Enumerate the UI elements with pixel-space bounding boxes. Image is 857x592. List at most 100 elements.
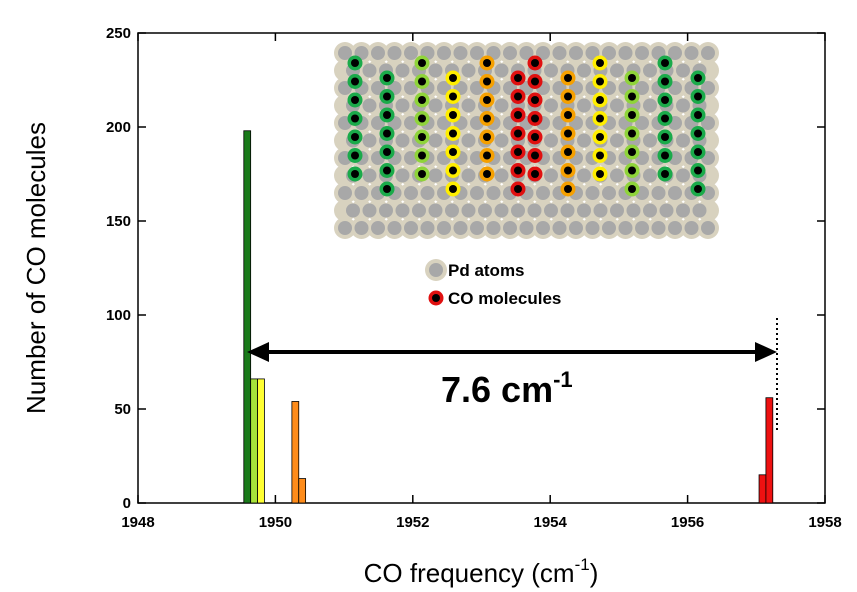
pd-atom xyxy=(544,133,558,148)
co-core xyxy=(628,92,636,101)
co-core xyxy=(564,185,572,193)
co-core xyxy=(351,77,359,86)
pd-atom xyxy=(676,168,690,183)
co-core xyxy=(661,133,669,141)
pd-atom xyxy=(544,168,558,183)
co-core xyxy=(564,74,572,82)
pd-atom xyxy=(478,203,492,218)
annotation-sup: -1 xyxy=(553,367,573,392)
co-core xyxy=(449,129,457,138)
co-core xyxy=(351,59,359,67)
pd-atom xyxy=(470,186,484,200)
co-core xyxy=(514,148,522,156)
x-axis-label-text: CO frequency (cm xyxy=(364,558,575,588)
x-tick-label: 1952 xyxy=(396,514,429,531)
pd-atom xyxy=(494,63,509,78)
co-core xyxy=(661,77,669,86)
pd-atom xyxy=(362,133,377,148)
pd-atom xyxy=(544,63,558,78)
pd-atom xyxy=(461,168,476,183)
legend-pd xyxy=(429,263,443,277)
pd-atom xyxy=(593,203,608,218)
pd-atom xyxy=(643,63,657,78)
co-core xyxy=(596,114,604,123)
x-tick-label: 1948 xyxy=(121,514,154,531)
co-core xyxy=(694,129,702,138)
pd-atom xyxy=(701,221,715,235)
pd-atom xyxy=(362,98,377,113)
pd-atom xyxy=(610,98,624,113)
co-core xyxy=(596,59,604,67)
pd-atom xyxy=(519,46,534,60)
co-core xyxy=(628,148,636,156)
bar xyxy=(765,397,774,504)
pd-atom xyxy=(585,186,600,200)
co-core xyxy=(449,166,457,175)
pd-atom xyxy=(536,186,550,200)
pd-atom xyxy=(395,133,410,148)
bar xyxy=(243,130,252,504)
pd-atom xyxy=(445,203,459,218)
pd-atom xyxy=(536,221,550,235)
pd-atom xyxy=(511,203,525,218)
co-core xyxy=(628,129,636,138)
pd-atom xyxy=(404,116,418,130)
pd-atom xyxy=(486,186,501,200)
pd-atom xyxy=(577,63,591,78)
pd-atom xyxy=(585,221,600,235)
pd-atom xyxy=(577,168,591,183)
pd-atom xyxy=(338,221,352,235)
co-core xyxy=(383,92,391,101)
co-core xyxy=(628,74,636,82)
co-core xyxy=(564,166,572,175)
co-core xyxy=(661,96,669,104)
co-core xyxy=(383,166,391,175)
x-tick-label: 1956 xyxy=(671,514,704,531)
co-core xyxy=(661,151,669,160)
pd-atom xyxy=(610,133,624,148)
pd-atom xyxy=(354,221,369,235)
pd-atom xyxy=(404,46,418,60)
co-core xyxy=(418,59,426,67)
pd-atom xyxy=(635,116,649,130)
pd-atom xyxy=(602,46,616,60)
pd-atom xyxy=(676,203,690,218)
arrow-head xyxy=(247,342,269,362)
co-core xyxy=(596,96,604,104)
y-tick-label: 100 xyxy=(106,307,131,324)
pd-atom xyxy=(676,133,690,148)
co-core xyxy=(351,170,359,178)
pd-atom xyxy=(470,221,484,235)
co-core xyxy=(351,151,359,160)
pd-atom xyxy=(676,63,690,78)
pd-atom xyxy=(618,46,633,60)
pd-atom xyxy=(362,63,377,78)
co-core xyxy=(514,166,522,175)
co-core xyxy=(418,114,426,123)
pd-atom xyxy=(536,46,550,60)
co-core xyxy=(449,111,457,119)
pd-atom xyxy=(453,46,468,60)
co-core xyxy=(483,59,491,67)
pd-atom xyxy=(420,221,435,235)
co-core xyxy=(514,185,522,193)
bar xyxy=(291,401,300,504)
co-core xyxy=(514,129,522,138)
y-tick-label: 200 xyxy=(106,119,131,136)
pd-atom xyxy=(577,98,591,113)
pd-atom xyxy=(437,221,451,235)
x-tick-label: 1954 xyxy=(534,514,568,531)
pd-atom xyxy=(395,168,410,183)
co-core xyxy=(531,170,539,178)
co-core xyxy=(449,74,457,82)
pd-atom xyxy=(560,203,575,218)
co-core xyxy=(694,111,702,119)
co-core xyxy=(531,59,539,67)
pd-atom xyxy=(519,221,534,235)
y-tick-label: 250 xyxy=(106,25,131,42)
co-core xyxy=(628,185,636,193)
co-core xyxy=(661,114,669,123)
pd-atom xyxy=(684,46,699,60)
